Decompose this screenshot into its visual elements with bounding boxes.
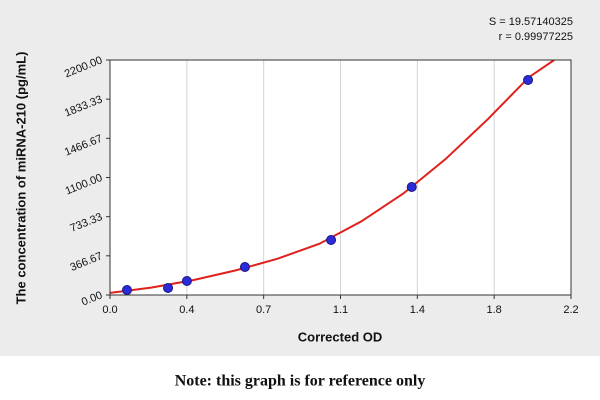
caption: Note: this graph is for reference only <box>175 373 426 390</box>
annotation: S = 19.57140325 <box>489 16 573 28</box>
x-tick-label: 1.8 <box>487 304 502 316</box>
data-point <box>239 262 250 273</box>
data-point <box>181 276 192 287</box>
x-tick-label: 0.7 <box>256 304 271 316</box>
data-point <box>326 234 337 245</box>
data-point <box>406 182 417 193</box>
y-axis-label: The concentration of miRNA-210 (pg/mL) <box>13 52 28 305</box>
x-tick-label: 0.0 <box>102 304 117 316</box>
x-axis-label: Corrected OD <box>298 329 383 344</box>
x-tick-label: 2.2 <box>563 304 578 316</box>
data-point <box>121 284 132 295</box>
data-point <box>163 282 174 293</box>
x-tick-label: 1.4 <box>410 304 425 316</box>
annotation: r = 0.99977225 <box>499 31 573 43</box>
x-tick-label: 1.1 <box>333 304 348 316</box>
data-point <box>523 74 534 85</box>
x-tick-label: 0.4 <box>179 304 194 316</box>
